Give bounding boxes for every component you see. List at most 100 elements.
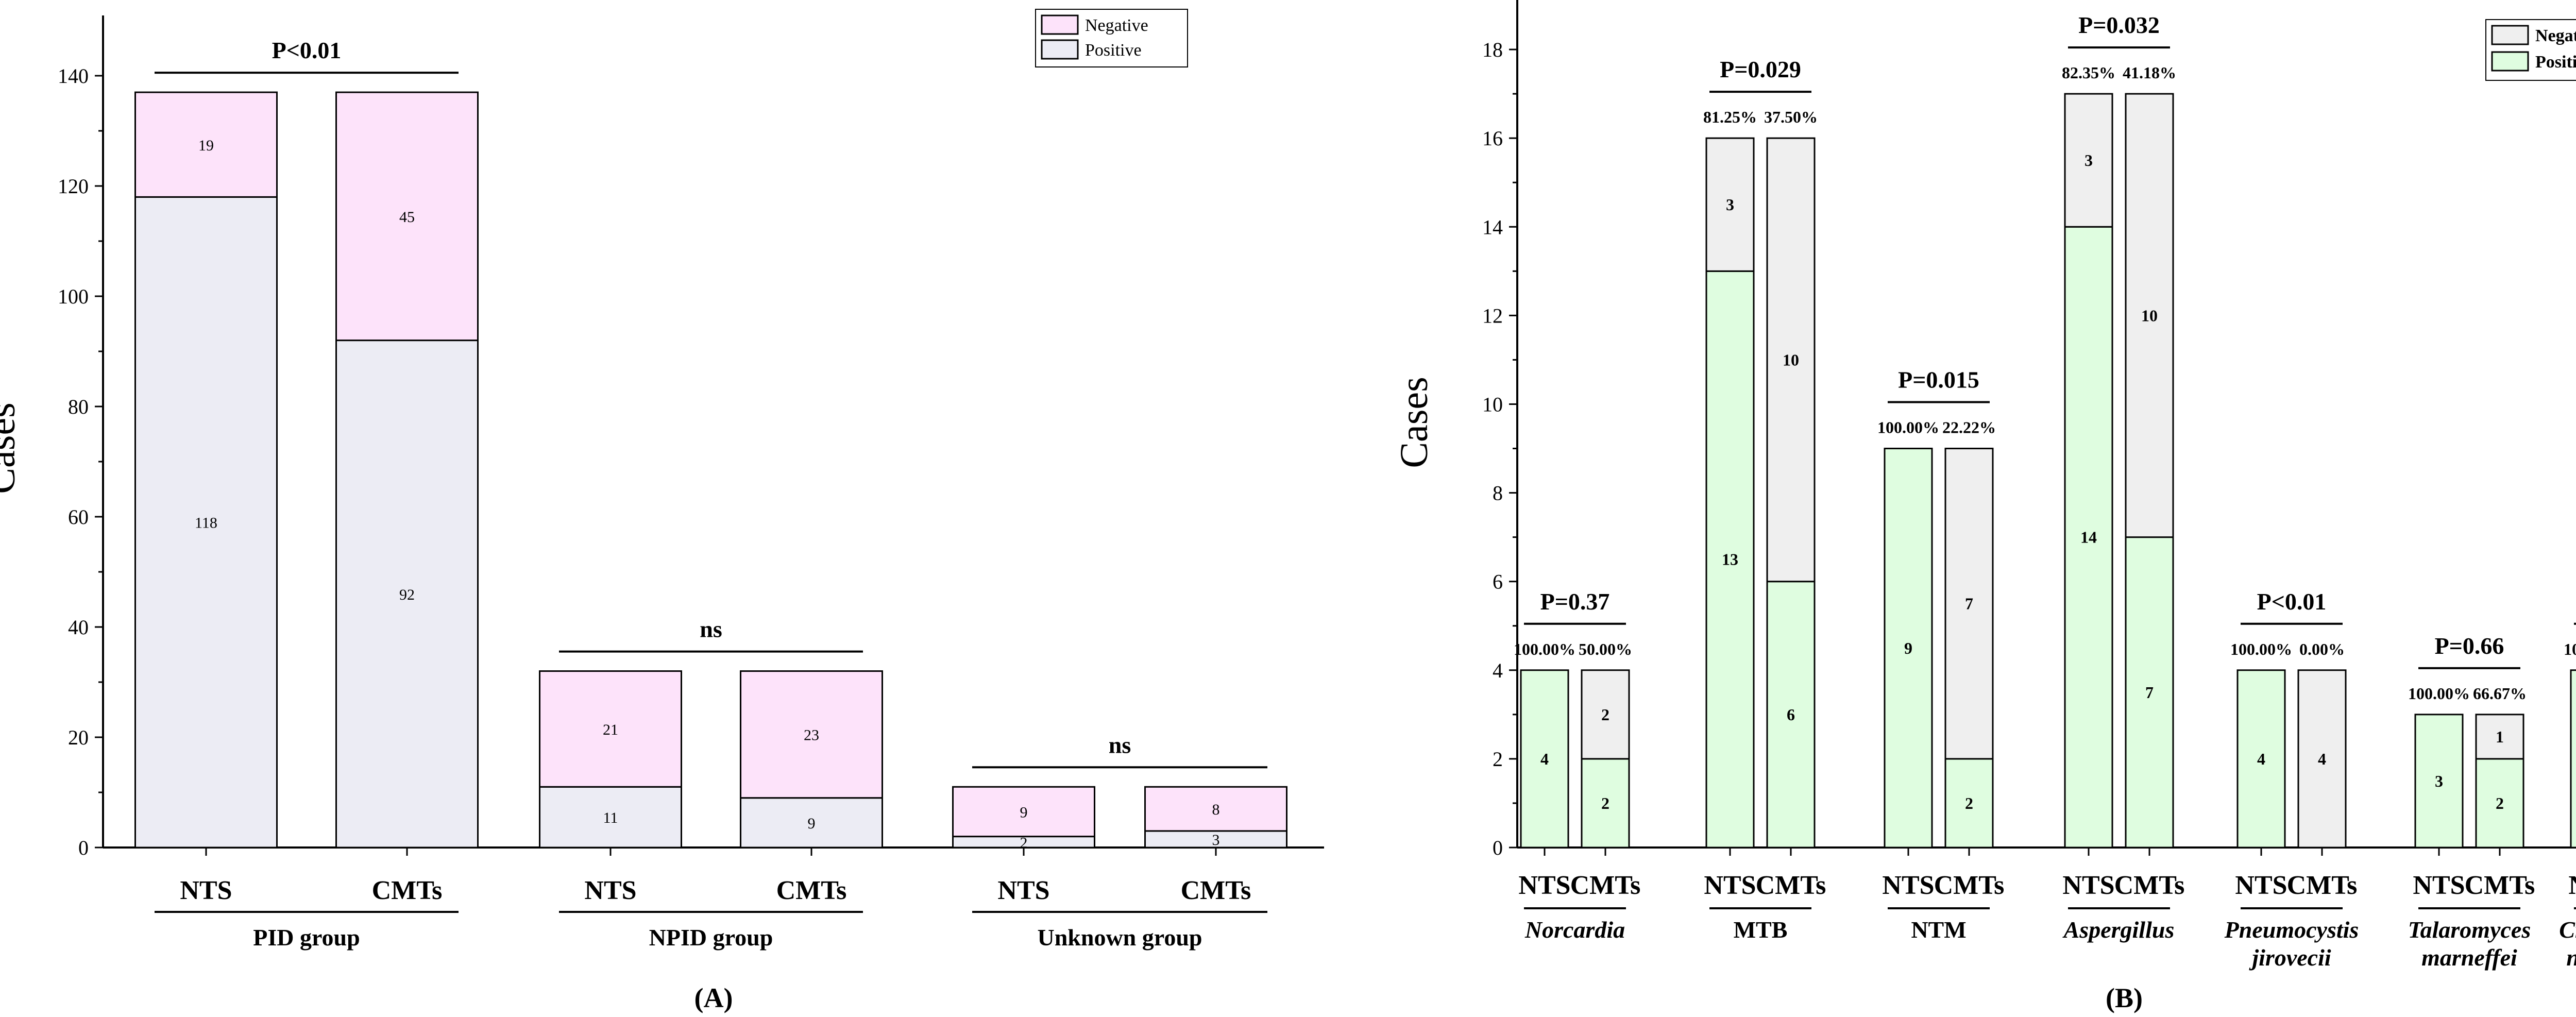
percent-label: 22.22%	[1942, 418, 1996, 437]
legend-label: Negative	[1085, 16, 1148, 35]
x-tick-label: CMTs	[2287, 871, 2358, 900]
bar-negative	[1705, 137, 1755, 272]
bar-negative	[1766, 137, 1816, 583]
legend: Negative Positive	[2485, 19, 2576, 81]
x-tick-label: CMTs	[372, 876, 443, 905]
significance-label: P=0.66	[2435, 633, 2504, 659]
bar-negative	[134, 91, 278, 198]
bar-positive	[2125, 536, 2174, 849]
panel-label: (A)	[694, 982, 733, 1013]
bar-positive	[1144, 830, 1287, 849]
y-tick-label: 18	[1482, 38, 1503, 61]
significance-label: P=0.015	[1898, 367, 1979, 393]
percent-label: 50.00%	[1579, 640, 1632, 658]
y-tick-label: 100	[58, 285, 89, 308]
bar-value-positive: 4	[1540, 750, 1549, 768]
percent-label: 41.18%	[2123, 63, 2176, 82]
percent-label: 100.00%	[2408, 684, 2470, 703]
legend-swatch-positive	[2491, 51, 2529, 72]
bar-negative	[2297, 669, 2347, 849]
bar-value-negative: 1	[2496, 727, 2504, 746]
bar-negative	[2064, 93, 2113, 228]
legend-label: Positive	[1085, 41, 1142, 60]
y-tick-label: 14	[1482, 215, 1503, 239]
bar-value-negative: 23	[804, 727, 819, 744]
x-tick-label: NTS	[1704, 871, 1756, 900]
bar-positive	[1705, 270, 1755, 849]
y-tick-label: 0	[1493, 836, 1503, 859]
group-label: neoformans	[2566, 944, 2576, 971]
percent-label: 66.67%	[2473, 684, 2527, 703]
group-label: NPID group	[649, 924, 773, 951]
bar-value-positive: 2	[1020, 834, 1028, 851]
bar-value-negative: 19	[198, 137, 214, 154]
bar-value-negative: 10	[2141, 306, 2158, 325]
bar-value-negative: 21	[603, 721, 618, 738]
bar-negative	[539, 670, 682, 788]
y-tick-label: 120	[58, 175, 89, 198]
bar-value-positive: 7	[2145, 683, 2154, 702]
significance-label: P=0.032	[2078, 12, 2160, 38]
bar-value-negative: 10	[1783, 350, 1799, 369]
bar-value-negative: 3	[2084, 151, 2093, 170]
panel-b: 024681012141618Cases4NTS22CMTs133NTS610C…	[1393, 0, 2576, 1013]
bar-value-negative: 45	[399, 209, 415, 226]
panel-label: (B)	[2106, 982, 2143, 1013]
group-label: Unknown group	[1037, 924, 1202, 951]
y-tick-label: 6	[1493, 570, 1503, 594]
x-tick-label: CMTs	[1934, 871, 2005, 900]
bar-value-negative: 8	[1212, 801, 1220, 818]
bar-value-positive: 11	[603, 809, 618, 826]
bar-positive	[539, 786, 682, 849]
group-label: marneffei	[2421, 944, 2517, 971]
significance-label: P=0.37	[1540, 588, 1610, 615]
bar-negative	[1944, 448, 1994, 760]
x-tick-label: NTS	[180, 876, 232, 905]
legend-label: Positive	[2535, 53, 2576, 72]
group-label: Talaromyces	[2408, 917, 2531, 943]
bar-negative	[740, 670, 883, 799]
x-tick-label: NTS	[1882, 871, 1934, 900]
x-tick-label: NTS	[1518, 871, 1570, 900]
x-tick-label: NTS	[2413, 871, 2465, 900]
y-tick-label: 80	[68, 395, 89, 418]
y-tick-label: 0	[78, 836, 89, 859]
percent-label: 100.00%	[2230, 640, 2292, 658]
bar-value-positive: 6	[1787, 705, 1795, 724]
x-tick-label: NTS	[2568, 871, 2576, 900]
x-tick-label: CMTs	[2465, 871, 2535, 900]
x-tick-label: NTS	[997, 876, 1049, 905]
y-axis-label: Cases	[0, 402, 23, 494]
x-tick-label: CMTs	[2114, 871, 2185, 900]
bar-value-positive: 9	[808, 815, 816, 832]
bar-positive	[740, 797, 883, 849]
bar-positive	[1944, 758, 1994, 849]
bar-value-positive: 13	[1722, 550, 1738, 569]
y-tick-label: 16	[1482, 127, 1503, 150]
bar-value-negative: 3	[1726, 195, 1734, 214]
bar-negative	[2125, 93, 2174, 538]
group-label: MTB	[1734, 917, 1788, 943]
panel-a: 020406080100120140Cases11819NTS9245CMTs1…	[0, 9, 1324, 1013]
bar-value-positive: 2	[1965, 794, 1973, 812]
group-label: PID group	[253, 924, 360, 951]
x-tick-label: NTS	[2062, 871, 2114, 900]
y-tick-label: 60	[68, 505, 89, 529]
legend-swatch-negative	[1041, 14, 1079, 35]
bar-negative	[1144, 786, 1287, 832]
bar-value-negative: 2	[1601, 705, 1609, 724]
x-tick-label: NTS	[584, 876, 636, 905]
group-label: jirovecii	[2248, 944, 2331, 971]
group-label: Norcardia	[1524, 917, 1625, 943]
significance-label: ns	[1109, 732, 1131, 758]
bar-value-positive: 118	[195, 515, 217, 532]
y-axis-label: Cases	[1393, 377, 1436, 468]
percent-label: 82.35%	[2062, 63, 2115, 82]
bar-value-negative: 7	[1965, 595, 1973, 613]
y-tick-label: 12	[1482, 304, 1503, 327]
y-tick-label: 4	[1493, 659, 1503, 682]
y-tick-label: 20	[68, 726, 89, 749]
bar-negative	[335, 91, 479, 342]
bar-negative	[952, 786, 1095, 838]
